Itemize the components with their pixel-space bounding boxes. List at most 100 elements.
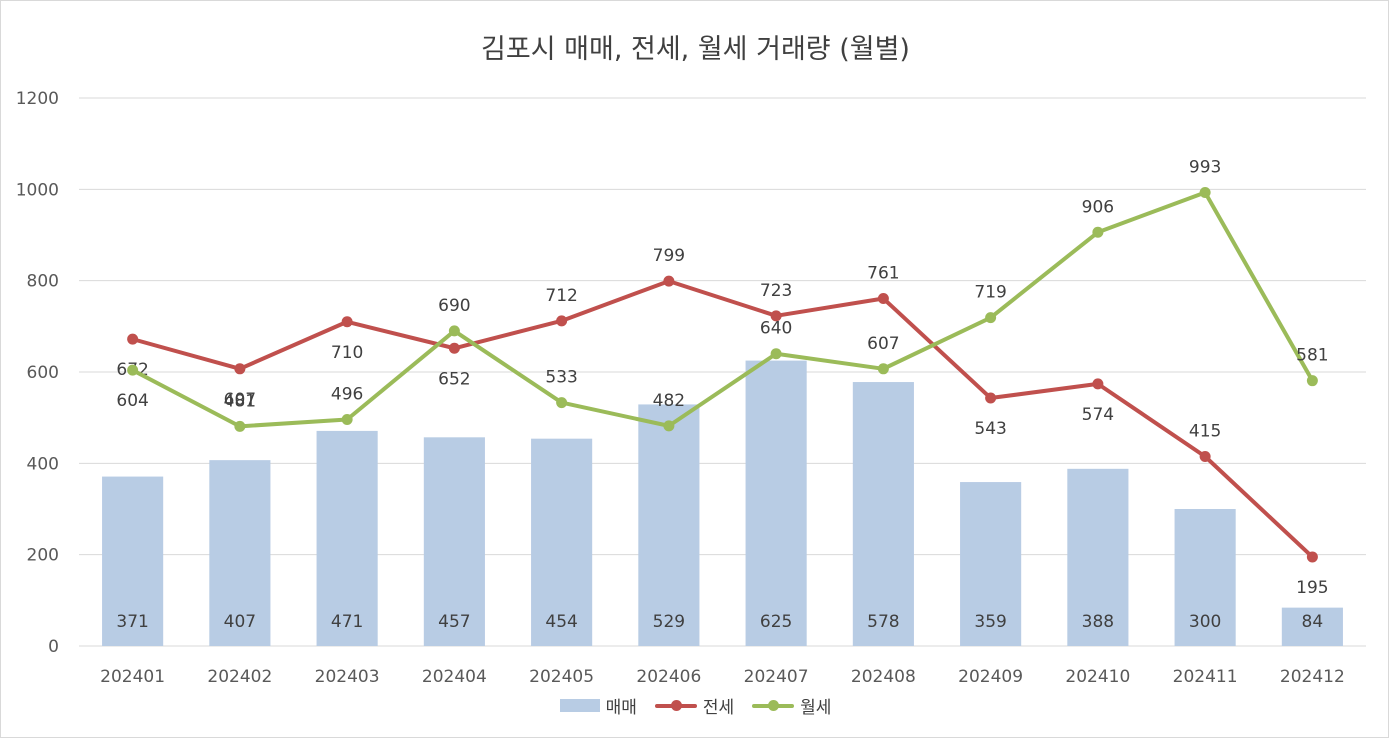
bar-data-label: 457 — [438, 612, 470, 632]
x-tick-label: 202403 — [315, 667, 380, 687]
y-tick-label: 400 — [27, 454, 59, 474]
line-data-label: 993 — [1189, 158, 1221, 178]
legend-label-wolse: 월세 — [800, 698, 832, 718]
x-tick-label: 202408 — [851, 667, 916, 687]
series-point — [127, 333, 139, 345]
series-line-2 — [130, 190, 1315, 429]
series-point — [127, 364, 139, 376]
line-data-label: 799 — [653, 246, 685, 266]
series-point — [877, 363, 889, 375]
x-tick-label: 202409 — [958, 667, 1023, 687]
y-tick-label: 0 — [48, 637, 59, 657]
legend-swatch-jeonse — [654, 699, 697, 712]
series-point — [770, 310, 782, 322]
line-data-label: 690 — [438, 296, 470, 316]
line-data-label: 543 — [974, 419, 1006, 439]
legend-label-sale: 매매 — [605, 698, 637, 718]
series-point — [877, 292, 889, 304]
y-tick-label: 200 — [27, 546, 59, 566]
x-tick-label: 202404 — [422, 667, 487, 687]
bar — [960, 482, 1022, 646]
line-data-label: 607 — [867, 334, 899, 354]
series-point — [663, 275, 675, 287]
line-data-label: 710 — [331, 343, 363, 363]
line-data-label: 604 — [116, 391, 148, 411]
legend-swatch-bar — [559, 699, 600, 712]
legend-swatch-wolse — [752, 699, 795, 712]
series-point — [556, 397, 568, 409]
series-point — [341, 413, 353, 425]
line-data-label: 652 — [438, 369, 470, 389]
line-data-label: 415 — [1189, 421, 1221, 441]
y-tick-label: 800 — [27, 272, 59, 292]
line-data-label: 640 — [760, 319, 792, 339]
bar-data-label: 84 — [1302, 612, 1324, 632]
line-data-label: 496 — [331, 384, 363, 404]
line-data-label: 482 — [653, 391, 685, 411]
line-data-label: 481 — [224, 391, 256, 411]
series-point — [985, 392, 997, 404]
bar — [1281, 607, 1343, 646]
bar-data-label: 371 — [116, 612, 148, 632]
line-data-label: 533 — [545, 368, 577, 388]
series-point — [448, 325, 460, 337]
series-point — [1092, 378, 1104, 390]
series-point — [1306, 551, 1318, 563]
series-point — [234, 363, 246, 375]
chart-title: 김포시 매매, 전세, 월세 거래량 (월별) — [481, 34, 910, 65]
series-point — [234, 420, 246, 432]
bar-data-label: 578 — [867, 612, 899, 632]
legend-label-jeonse: 전세 — [702, 698, 735, 718]
legend-item-jeonse: 전세 — [654, 693, 735, 718]
series-point — [1199, 450, 1211, 462]
bar — [423, 437, 485, 646]
line-data-label: 574 — [1082, 405, 1114, 425]
series-point — [1306, 375, 1318, 387]
series-point — [770, 348, 782, 360]
line-data-label: 723 — [760, 281, 792, 301]
y-tick-label: 1000 — [16, 180, 59, 200]
legend-item-sale: 매매 — [559, 693, 637, 718]
series-line-1 — [130, 279, 1315, 559]
line-data-label: 712 — [545, 286, 577, 306]
bar — [209, 460, 271, 646]
bar — [1174, 509, 1236, 646]
line-data-label: 906 — [1082, 197, 1114, 217]
x-tick-label: 202405 — [529, 667, 594, 687]
legend-item-wolse: 월세 — [752, 693, 831, 718]
x-tick-label: 202401 — [100, 667, 165, 687]
x-tick-label: 202411 — [1173, 667, 1238, 687]
line-data-label: 719 — [974, 283, 1006, 303]
bar — [745, 360, 807, 646]
x-tick-label: 202412 — [1280, 667, 1345, 687]
bar-data-label: 471 — [331, 612, 363, 632]
x-tick-label: 202410 — [1065, 667, 1130, 687]
x-tick-label: 202406 — [636, 667, 701, 687]
series-point — [341, 316, 353, 328]
x-tick-label: 202402 — [207, 667, 272, 687]
bar-data-label: 625 — [760, 612, 792, 632]
bar-data-label: 300 — [1189, 612, 1221, 632]
series-point — [556, 315, 568, 327]
bar-data-label: 529 — [653, 612, 685, 632]
bar-data-label: 454 — [545, 612, 577, 632]
bar — [102, 476, 164, 646]
x-tick-label: 202407 — [744, 667, 809, 687]
line-data-label: 581 — [1296, 346, 1328, 366]
series-point — [663, 420, 675, 432]
line-data-label: 195 — [1296, 578, 1328, 598]
chart-legend: 매매 전세 월세 — [1, 693, 1389, 718]
series-point — [1092, 226, 1104, 238]
bar — [531, 438, 593, 646]
bar-data-label: 388 — [1082, 612, 1114, 632]
y-tick-label: 1200 — [16, 89, 59, 109]
line-data-label: 607 — [224, 390, 256, 410]
series-point — [1199, 187, 1211, 199]
bar-data-label: 407 — [224, 612, 256, 632]
bar — [316, 430, 378, 646]
line-data-label: 761 — [867, 263, 899, 283]
bar — [852, 382, 914, 646]
y-tick-label: 600 — [27, 363, 59, 383]
